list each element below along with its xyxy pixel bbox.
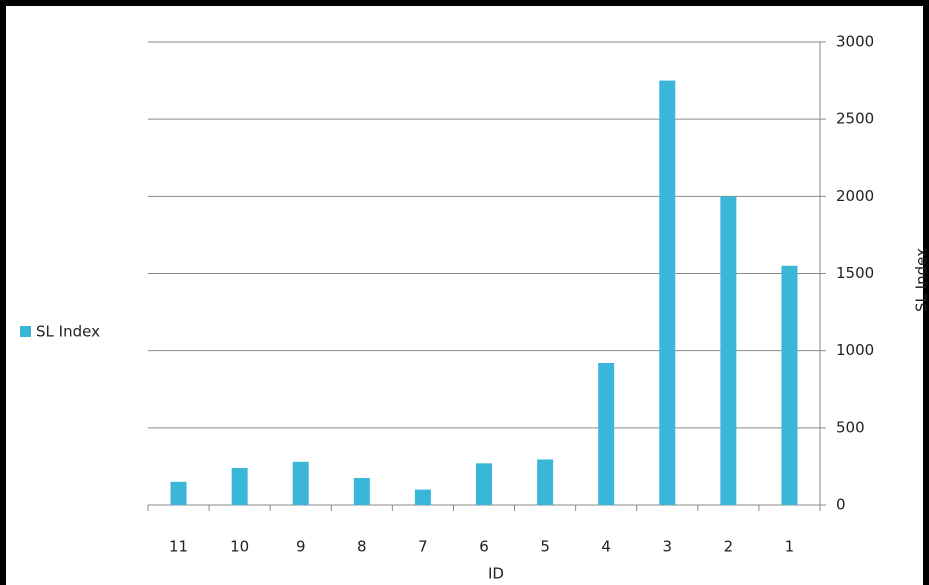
x-tick-label: 7: [418, 538, 428, 556]
x-tick-label: 1: [785, 538, 795, 556]
bar: [598, 363, 615, 505]
y-tick-label: 0: [836, 496, 846, 514]
y-tick-label: 3000: [836, 33, 874, 51]
y-tick-label: 2000: [836, 187, 874, 205]
y-tick-label: 2500: [836, 110, 874, 128]
x-tick-label: 4: [601, 538, 611, 556]
bar: [231, 467, 248, 505]
bar: [659, 80, 676, 505]
x-tick-label: 8: [357, 538, 367, 556]
bar: [170, 481, 187, 505]
x-tick-label: 3: [662, 538, 672, 556]
bar: [781, 265, 798, 505]
bar: [414, 489, 431, 505]
bar: [537, 459, 554, 505]
legend-label: SL Index: [36, 323, 100, 341]
legend-swatch: [20, 326, 31, 337]
x-tick-label: 5: [540, 538, 550, 556]
x-axis-title: ID: [488, 565, 504, 583]
bar: [292, 461, 309, 505]
x-tick-label: 9: [296, 538, 306, 556]
x-tick-label: 6: [479, 538, 489, 556]
y-tick-label: 1500: [836, 264, 874, 282]
bar: [720, 196, 737, 506]
y-tick-label: 1000: [836, 341, 874, 359]
y-tick-label: 500: [836, 418, 865, 436]
x-tick-label: 11: [169, 538, 188, 556]
y-axis-title: SL Index: [913, 248, 929, 312]
x-tick-label: 2: [724, 538, 734, 556]
bar: [353, 477, 370, 505]
bar: [476, 463, 492, 505]
x-tick-label: 10: [230, 538, 249, 556]
